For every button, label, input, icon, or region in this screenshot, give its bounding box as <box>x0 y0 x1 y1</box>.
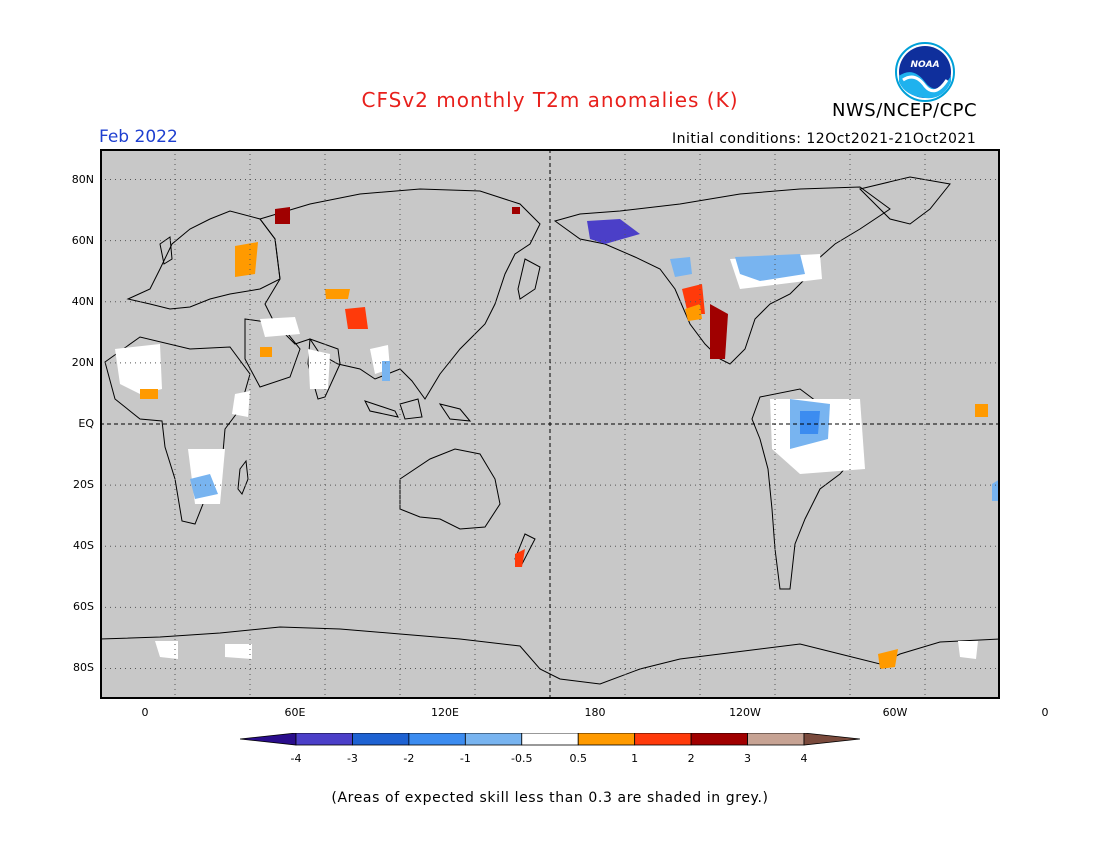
forecast-period: Feb 2022 <box>99 127 178 147</box>
colorbar-tick-label: 4 <box>800 752 808 765</box>
chart-title: CFSv2 monthly T2m anomalies (K) <box>361 88 739 112</box>
colorbar-swatch <box>577 732 636 746</box>
anomaly-warm-siberia <box>275 207 290 224</box>
noaa-logo-text: NOAA <box>910 60 939 70</box>
anomaly-near-zero-antarctica-3 <box>958 641 978 659</box>
colorbar-tick-label: -4 <box>290 752 302 765</box>
colorbar-swatch <box>634 732 692 746</box>
lat-label: 80N <box>71 172 94 186</box>
lat-label: 20S <box>73 478 94 492</box>
anomaly-warm-west-us-3 <box>685 304 702 321</box>
lat-label: EQ <box>78 417 94 430</box>
lon-label: 60E <box>284 706 306 719</box>
lon-label: 0 <box>1041 706 1049 719</box>
anomaly-warm-east-africa <box>975 404 988 417</box>
lon-label: 60W <box>882 706 908 719</box>
anomaly-near-zero-africa <box>115 344 162 394</box>
colorbar-swatch <box>464 732 523 746</box>
lon-label: 0 <box>141 706 149 719</box>
colorbar-swatch <box>690 732 748 746</box>
anomaly-cool-amazon-2 <box>800 411 820 434</box>
colorbar-upper-extend <box>803 732 861 746</box>
anomaly-near-zero-india <box>260 317 300 337</box>
lat-label: 60S <box>73 600 94 614</box>
anomaly-cool-canada-west <box>670 257 692 277</box>
anomaly-warm-antarctic-peninsula <box>878 649 898 669</box>
lat-label: 40N <box>71 294 94 308</box>
colorbar-tick-label: -0.5 <box>511 752 533 765</box>
anomaly-warm-west-africa <box>140 389 158 399</box>
colorbar-tick-label: 2 <box>687 752 695 765</box>
noaa-logo: NOAA <box>895 42 955 102</box>
colorbar-lower-extend <box>239 732 297 746</box>
colorbar-tick-label: -1 <box>459 752 471 765</box>
anomaly-cool-canada <box>735 254 805 281</box>
anomaly-near-zero-antarctica-1 <box>155 641 178 659</box>
lon-label: 120W <box>729 706 761 719</box>
colorbar-swatch <box>295 732 353 746</box>
anomaly-warm-arabia <box>260 347 272 357</box>
anomaly-patches <box>115 207 1000 669</box>
anomaly-warm-mongolia <box>325 289 350 299</box>
lat-label: 60N <box>71 233 94 247</box>
colorbar-swatch <box>408 732 466 746</box>
anomaly-warm-east-siberia <box>512 207 520 214</box>
colorbar-swatch <box>747 732 805 746</box>
lat-label: 80S <box>73 661 94 675</box>
colorbar-tick-label: 3 <box>744 752 752 765</box>
anomaly-cool-southern-africa <box>190 474 218 499</box>
lon-label: 180 <box>584 706 606 719</box>
colorbar-tick-label: -3 <box>346 752 358 765</box>
initial-conditions: Initial conditions: 12Oct2021-21Oct2021 <box>672 131 977 147</box>
anomaly-warm-tibet <box>345 307 368 329</box>
anomaly-cool-alaska <box>587 219 640 244</box>
map-frame <box>100 149 1000 699</box>
anomaly-warm-new-zealand <box>515 549 525 567</box>
colorbar-swatch <box>352 732 410 746</box>
anomaly-warm-russia <box>235 242 258 277</box>
anomaly-warm-west-us-2 <box>710 304 728 359</box>
colorbar-tick-label: -2 <box>403 752 415 765</box>
colorbar-swatch <box>521 732 579 746</box>
lat-label: 40S <box>73 539 94 553</box>
skill-footnote: (Areas of expected skill less than 0.3 a… <box>331 790 769 806</box>
colorbar-tick-label: 1 <box>631 752 639 765</box>
anomaly-cool-se-asia <box>382 361 390 381</box>
anomaly-near-zero-arabia <box>308 349 330 389</box>
map-panel <box>100 149 1000 699</box>
lat-label: 20N <box>71 355 94 369</box>
lon-label: 120E <box>431 706 459 719</box>
colorbar-tick-label: 0.5 <box>569 752 587 765</box>
anomaly-near-zero-east-africa <box>232 391 250 417</box>
agency-label: NWS/NCEP/CPC <box>832 100 978 121</box>
anomaly-near-zero-antarctica-2 <box>225 644 252 659</box>
colorbar <box>239 732 861 751</box>
